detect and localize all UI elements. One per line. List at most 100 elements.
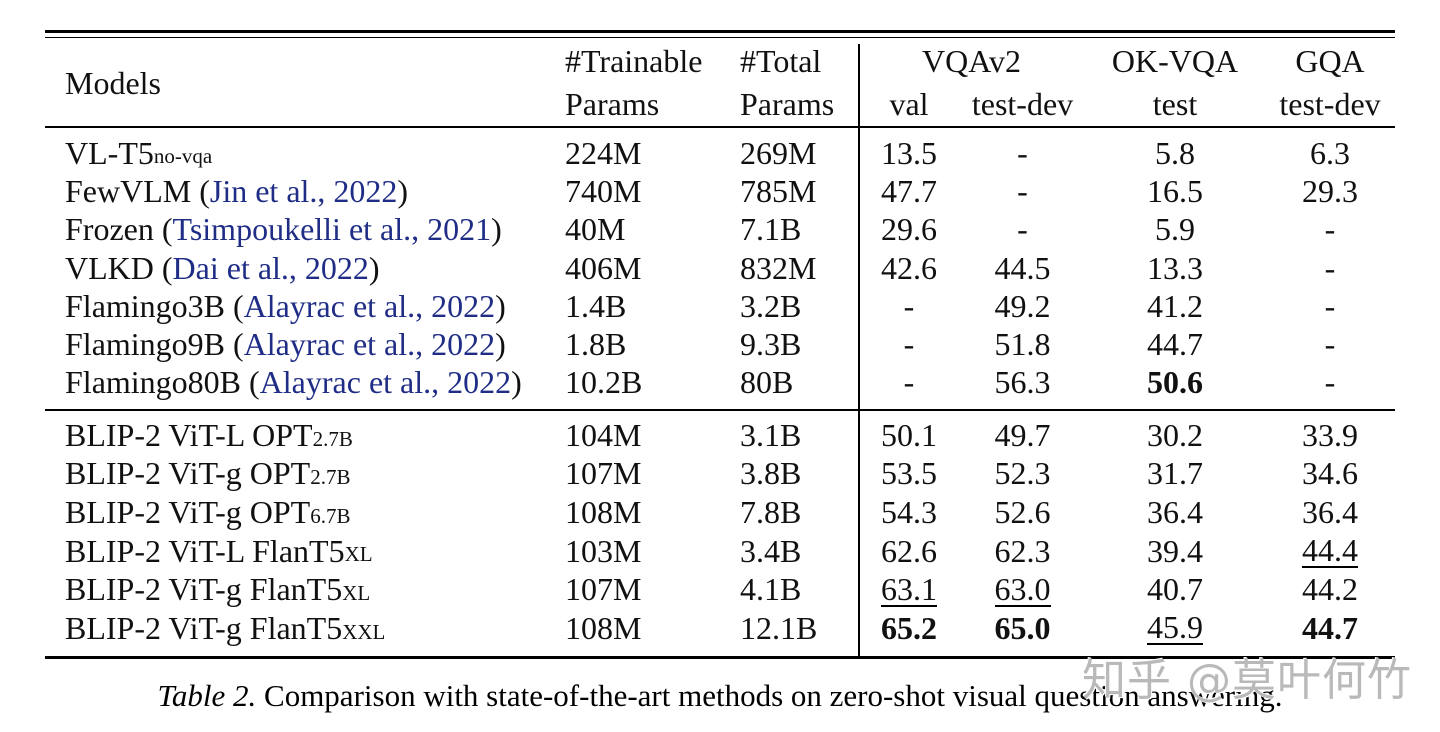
- okvqa-test-cell: 5.9: [1155, 211, 1195, 248]
- header-vqav2-val: val: [889, 86, 929, 122]
- table-header: Models #Trainable #Total VQAv2 OK-VQA GQ…: [45, 40, 1395, 126]
- trainable-params-cell: 740M: [565, 172, 642, 209]
- table-body-blip2: BLIP-2 ViT-L OPT 2.7B 104M 3.1B 50.1 49.7 30.2…: [45, 416, 1395, 648]
- model-name: BLIP-2 ViT-g OPT: [65, 455, 311, 492]
- header-group-vqav2: VQAv2: [922, 43, 1021, 79]
- total-params-cell: 832M: [740, 249, 817, 286]
- model-cell: BLIP-2 ViT-L FlanT5 XL: [45, 532, 565, 571]
- total-params-cell: 3.2B: [740, 287, 802, 324]
- model-subscript: 2.7B: [310, 465, 351, 490]
- model-name: Flamingo80B: [65, 364, 242, 401]
- total-params-cell: 9.3B: [740, 326, 802, 363]
- gqa-testdev-cell: 44.7: [1302, 609, 1358, 646]
- table-body-baselines: VL-T5 no-vqa 224M 269M 13.5 - 5.8 6.3 FewVLM (Ji…: [45, 134, 1395, 402]
- gqa-testdev-cell: -: [1324, 326, 1336, 363]
- trainable-params-cell: 107M: [565, 571, 642, 608]
- gqa-testdev-cell: 44.2: [1302, 571, 1358, 608]
- okvqa-test-cell: 45.9: [1147, 609, 1203, 646]
- trainable-params-cell: 103M: [565, 532, 642, 569]
- okvqa-test-cell: 16.5: [1147, 172, 1203, 209]
- model-subscript: 6.7B: [310, 503, 351, 528]
- model-cell: FewVLM (Jin et al., 2022): [65, 172, 409, 209]
- model-subscript: XXL: [342, 619, 386, 644]
- okvqa-test-cell: 44.7: [1147, 326, 1203, 363]
- model-cell: Frozen (Tsimpoukelli et al., 2021): [65, 211, 502, 248]
- vqav2-testdev-cell: 62.3: [994, 532, 1051, 569]
- caption-label: Table 2.: [157, 678, 257, 713]
- vqav2-val-cell: 13.5: [881, 134, 937, 171]
- citation-link: Alayrac et al., 2022: [259, 364, 512, 401]
- vqav2-testdev-cell: 51.8: [994, 326, 1051, 363]
- model-name: Frozen: [65, 211, 154, 248]
- total-params-cell: 7.8B: [740, 493, 802, 530]
- vqav2-testdev-cell: 52.6: [994, 493, 1051, 530]
- trainable-params-cell: 107M: [565, 455, 642, 492]
- model-cell: BLIP-2 ViT-g OPT 6.7B: [45, 493, 565, 532]
- vqav2-val-cell: 65.2: [881, 609, 937, 646]
- total-params-cell: 269M: [740, 134, 817, 171]
- vqav2-val-cell: 63.1: [881, 570, 937, 607]
- trainable-params-cell: 406M: [565, 249, 642, 286]
- vqav2-testdev-cell: 56.3: [994, 364, 1051, 401]
- citation-link: Dai et al., 2022: [172, 249, 369, 286]
- gqa-testdev-cell: 33.9: [1302, 416, 1358, 453]
- okvqa-test-cell: 30.2: [1147, 416, 1203, 453]
- vqav2-val-cell: 53.5: [881, 455, 937, 492]
- total-params-cell: 3.8B: [740, 455, 802, 492]
- trainable-params-cell: 1.4B: [565, 287, 627, 324]
- model-name: BLIP-2 ViT-L OPT: [65, 416, 313, 453]
- model-cell: VL-T5 no-vqa: [45, 134, 565, 172]
- header-vqav2-testdev: test-dev: [971, 86, 1074, 122]
- trainable-params-cell: 1.8B: [565, 326, 627, 363]
- vqav2-testdev-cell: 44.5: [994, 249, 1051, 286]
- vqav2-val-cell: -: [903, 287, 915, 324]
- header-group-okvqa: OK-VQA: [1111, 43, 1239, 79]
- vqav2-testdev-cell: 49.7: [994, 416, 1051, 453]
- model-name: BLIP-2 ViT-L FlanT5: [65, 532, 345, 569]
- trainable-params-cell: 104M: [565, 416, 642, 453]
- vqav2-val-cell: 47.7: [881, 172, 937, 209]
- okvqa-test-cell: 50.6: [1147, 364, 1203, 401]
- vqav2-val-cell: 42.6: [881, 249, 937, 286]
- trainable-params-cell: 224M: [565, 134, 642, 171]
- total-params-cell: 80B: [740, 364, 794, 401]
- vqav2-val-cell: 29.6: [881, 211, 937, 248]
- header-total-params: #Total: [740, 43, 822, 79]
- trainable-params-cell: 108M: [565, 609, 642, 646]
- model-cell: Flamingo9B (Alayrac et al., 2022): [65, 326, 506, 363]
- total-params-cell: 12.1B: [740, 609, 818, 646]
- vqav2-testdev-cell: 52.3: [994, 455, 1051, 492]
- header-okvqa-test: test: [1152, 86, 1198, 122]
- model-cell: VLKD (Dai et al., 2022): [65, 249, 380, 286]
- gqa-testdev-cell: -: [1324, 249, 1336, 286]
- vqav2-testdev-cell: -: [1017, 172, 1028, 209]
- total-params-cell: 785M: [740, 172, 817, 209]
- zhihu-watermark: 知乎 @莫叶何竹: [1082, 655, 1412, 706]
- vqav2-val-cell: -: [903, 326, 915, 363]
- vqav2-testdev-cell: -: [1017, 211, 1028, 248]
- table-header-rule: [45, 126, 1395, 128]
- table-top-rule-thin: [45, 37, 1395, 38]
- model-subscript: 2.7B: [312, 426, 353, 451]
- okvqa-test-cell: 40.7: [1147, 571, 1203, 608]
- model-cell: Flamingo3B (Alayrac et al., 2022): [65, 287, 506, 324]
- header-gqa-testdev: test-dev: [1279, 86, 1381, 122]
- trainable-params-cell: 10.2B: [565, 364, 643, 401]
- total-params-cell: 7.1B: [740, 211, 802, 248]
- model-name: Flamingo9B: [65, 326, 226, 363]
- header-trainable-params: #Trainable: [565, 43, 703, 79]
- table-top-rule-thick: [45, 30, 1395, 33]
- gqa-testdev-cell: -: [1324, 287, 1336, 324]
- model-cell: BLIP-2 ViT-L OPT 2.7B: [45, 416, 565, 455]
- okvqa-test-cell: 5.8: [1155, 134, 1195, 171]
- model-cell: BLIP-2 ViT-g FlanT5 XXL: [45, 609, 565, 648]
- model-cell: BLIP-2 ViT-g FlanT5 XL: [45, 570, 565, 609]
- trainable-params-cell: 108M: [565, 493, 642, 530]
- vqav2-val-cell: -: [903, 364, 915, 401]
- gqa-testdev-cell: 6.3: [1310, 134, 1350, 171]
- header-trainable-params-line2: Params: [565, 86, 660, 122]
- trainable-params-cell: 40M: [565, 211, 626, 248]
- gqa-testdev-cell: 44.4: [1302, 532, 1358, 569]
- model-subscript: no-vqa: [153, 144, 213, 169]
